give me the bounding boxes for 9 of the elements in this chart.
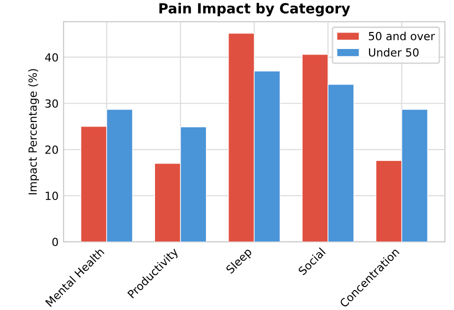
y-tick-label: 40	[45, 53, 58, 62]
y-tick-label: 10	[46, 192, 58, 200]
y-axis-title: Impact Percentage (%)	[28, 69, 40, 194]
legend-label: Under 50	[369, 48, 419, 57]
y-tick-label: 30	[45, 99, 58, 108]
chart-title: Pain Impact by Category	[159, 2, 350, 16]
legend-label: 50 and over	[368, 32, 435, 40]
y-tick-label: 20	[45, 145, 58, 154]
y-tick-label: 0	[52, 238, 58, 246]
